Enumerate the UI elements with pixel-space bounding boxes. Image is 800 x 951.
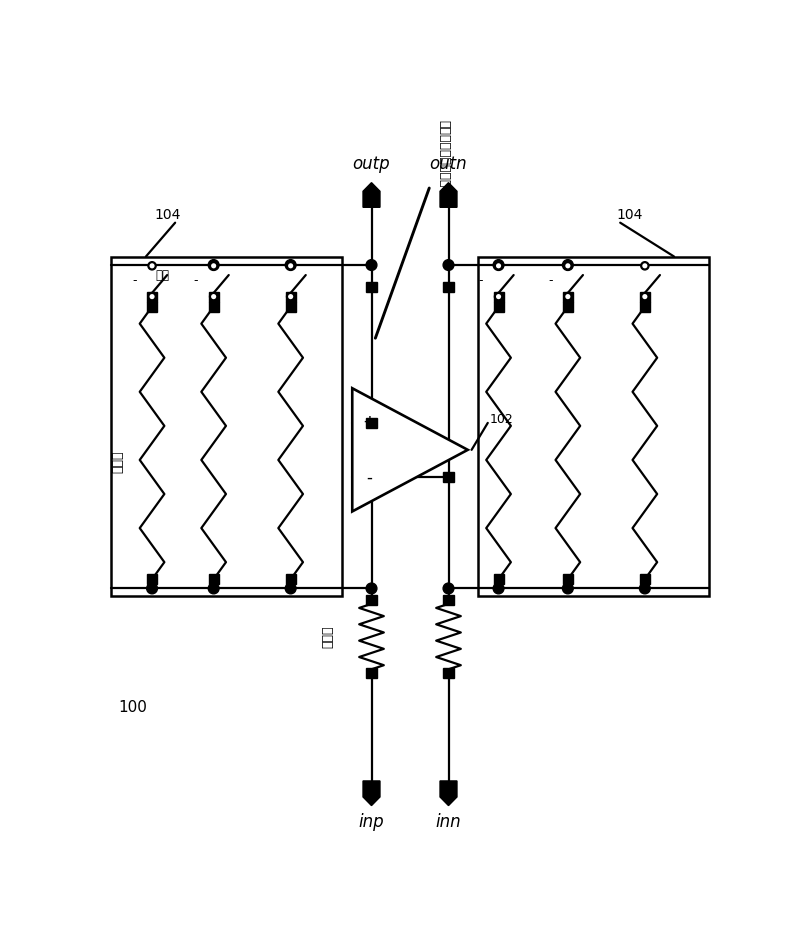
Circle shape <box>641 293 649 301</box>
Circle shape <box>493 260 504 270</box>
Circle shape <box>366 260 377 270</box>
Circle shape <box>443 260 454 270</box>
Circle shape <box>366 583 377 593</box>
Bar <box>494 301 503 312</box>
Bar <box>563 301 573 312</box>
Polygon shape <box>363 183 380 207</box>
Text: outp: outp <box>353 155 390 173</box>
Bar <box>147 574 157 584</box>
Bar <box>366 669 377 678</box>
Circle shape <box>495 293 502 301</box>
Circle shape <box>562 583 574 593</box>
Circle shape <box>443 583 454 593</box>
Text: -: - <box>132 274 137 287</box>
Text: -: - <box>478 274 483 287</box>
Circle shape <box>493 583 504 593</box>
Circle shape <box>639 583 650 593</box>
Circle shape <box>495 262 502 269</box>
Bar <box>640 574 650 584</box>
Circle shape <box>287 293 294 301</box>
Bar <box>209 301 218 312</box>
Bar <box>209 292 218 302</box>
Bar <box>366 595 377 605</box>
Circle shape <box>148 262 156 269</box>
Circle shape <box>641 262 649 269</box>
Circle shape <box>562 260 574 270</box>
Bar <box>366 417 377 428</box>
Circle shape <box>564 293 571 301</box>
Text: 100: 100 <box>118 700 147 715</box>
Text: +: + <box>362 413 376 431</box>
Bar <box>443 472 454 482</box>
Bar <box>286 292 296 302</box>
Text: -: - <box>548 274 553 287</box>
Circle shape <box>564 262 571 269</box>
Text: -: - <box>366 469 372 487</box>
Bar <box>443 669 454 678</box>
Circle shape <box>287 262 294 269</box>
Circle shape <box>210 293 218 301</box>
Bar <box>286 301 296 312</box>
Bar <box>209 574 218 584</box>
Text: 104: 104 <box>616 208 642 222</box>
Polygon shape <box>440 781 457 805</box>
Bar <box>111 258 342 596</box>
Circle shape <box>208 583 219 593</box>
Bar <box>563 292 573 302</box>
Bar <box>147 301 157 312</box>
Circle shape <box>148 293 156 301</box>
Bar <box>640 301 650 312</box>
Text: outn: outn <box>430 155 467 173</box>
Bar <box>443 281 454 292</box>
Text: -: - <box>194 274 198 287</box>
Bar <box>494 292 503 302</box>
Bar <box>494 574 503 584</box>
Bar <box>147 292 157 302</box>
Text: 内部补偿运算放大器: 内部补偿运算放大器 <box>437 120 450 187</box>
Circle shape <box>146 583 158 593</box>
Text: 电阔器: 电阔器 <box>111 450 124 473</box>
Polygon shape <box>363 781 380 805</box>
Polygon shape <box>440 183 457 207</box>
Bar <box>478 258 709 596</box>
Text: 开关: 开关 <box>156 268 170 281</box>
Circle shape <box>210 262 218 269</box>
Circle shape <box>286 583 296 593</box>
Text: inp: inp <box>358 813 384 831</box>
Circle shape <box>286 260 296 270</box>
Bar <box>286 574 296 584</box>
Bar <box>366 281 377 292</box>
Bar <box>443 595 454 605</box>
Text: 102: 102 <box>490 413 513 425</box>
Bar <box>563 574 573 584</box>
Circle shape <box>208 260 219 270</box>
Text: 电阔器: 电阔器 <box>321 626 334 648</box>
Polygon shape <box>352 388 468 512</box>
Text: 104: 104 <box>154 208 181 222</box>
Text: inn: inn <box>436 813 462 831</box>
Bar <box>640 292 650 302</box>
